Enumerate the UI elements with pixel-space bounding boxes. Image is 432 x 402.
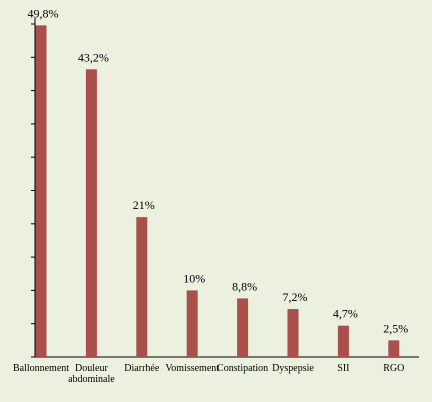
x-tick-label: Diarrhée	[124, 363, 160, 374]
bar	[35, 25, 47, 357]
x-tick-label: RGO	[383, 363, 405, 374]
bar	[136, 217, 148, 357]
x-tick-label: Dyspepsie	[272, 363, 314, 374]
bar	[85, 69, 97, 358]
value-label: 7,2%	[283, 290, 308, 304]
bar	[388, 340, 400, 357]
value-label: 43,2%	[78, 50, 109, 64]
x-tick-label: Ballonnement	[12, 363, 70, 374]
bar	[287, 309, 299, 357]
value-label: 49,8%	[28, 6, 59, 20]
x-tick-label: Douleur abdominale	[68, 363, 115, 385]
value-label: 4,7%	[333, 307, 358, 321]
x-tick-label: Vomissement	[165, 363, 220, 374]
value-label: 8,8%	[232, 279, 257, 293]
bar	[237, 298, 249, 357]
value-label: 21%	[133, 198, 155, 212]
x-tick-label: SII	[337, 363, 350, 374]
value-label: 2,5%	[383, 321, 408, 335]
x-tick-label: Constipation	[217, 363, 269, 374]
bar	[337, 325, 349, 357]
bar	[186, 290, 198, 357]
value-label: 10%	[183, 271, 205, 285]
